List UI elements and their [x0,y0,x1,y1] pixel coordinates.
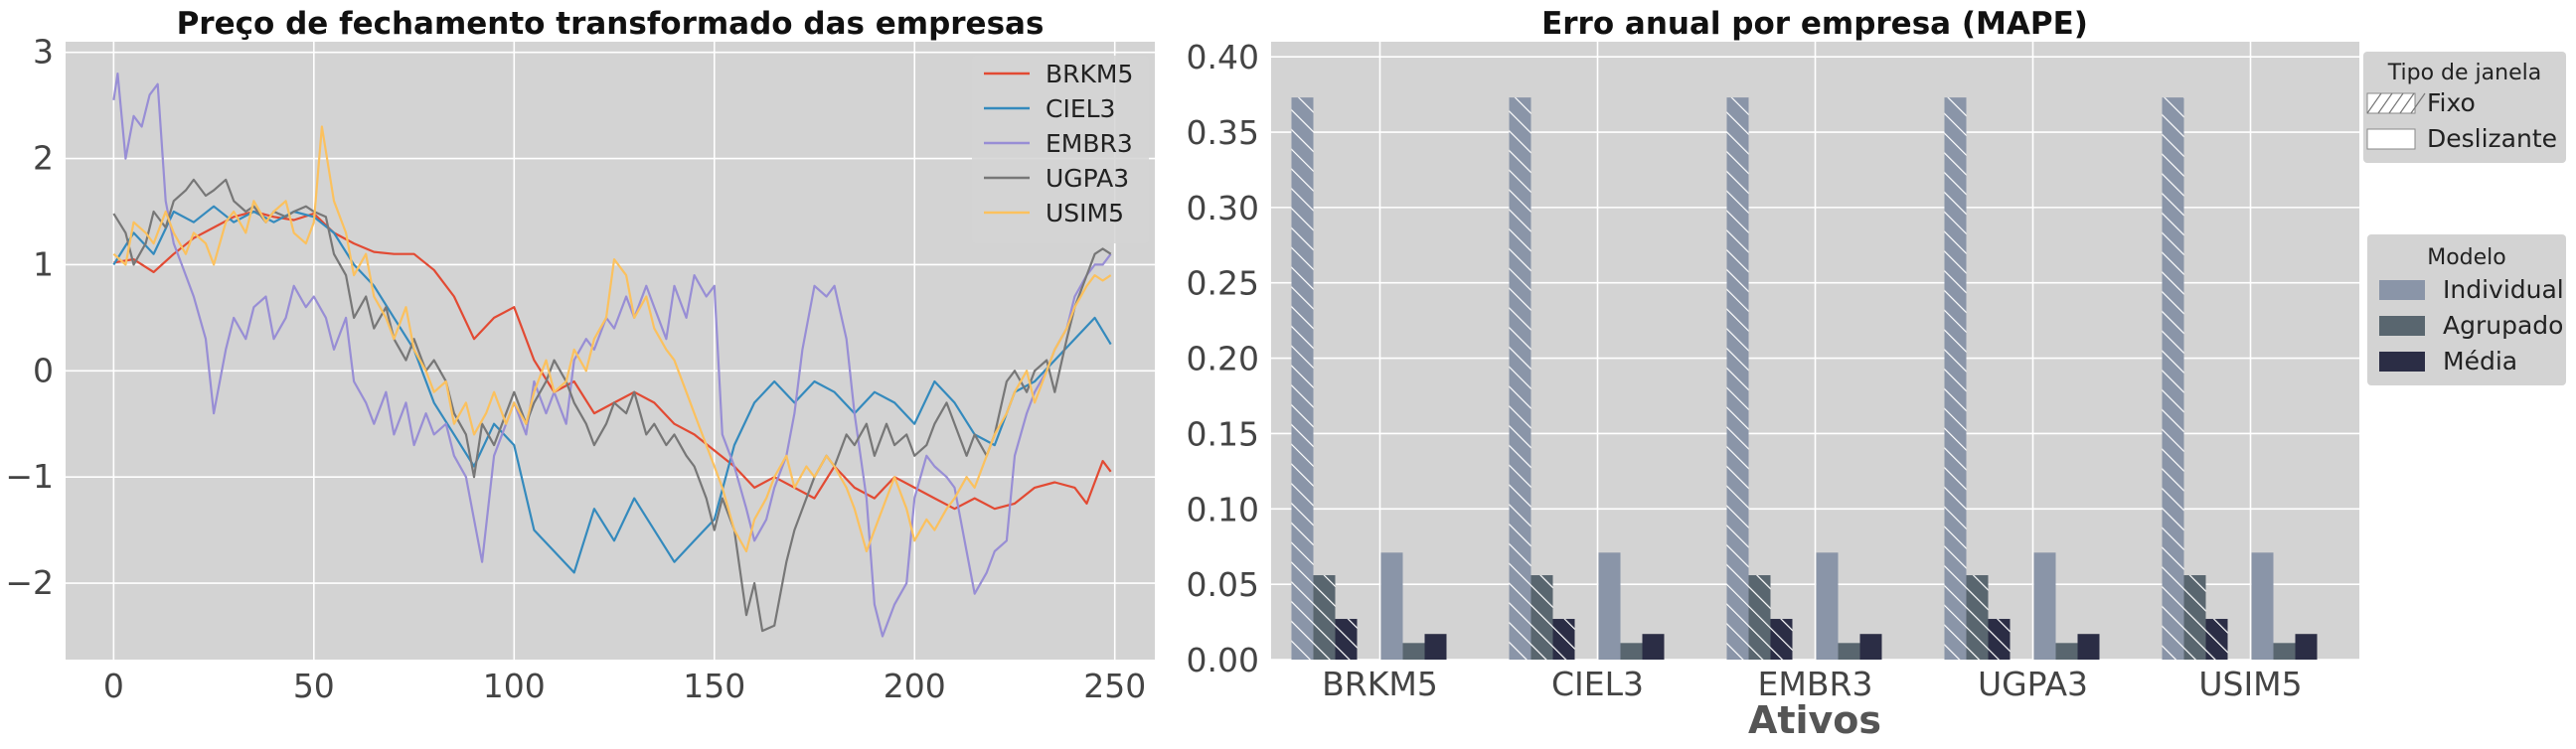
legend-model-swatch-agrupado [2379,316,2425,336]
bar-chart-x-tick-label: UGPA3 [1978,665,2088,703]
line-chart-x-tick-label: 200 [884,667,946,705]
legend-label-usim5: USIM5 [1046,199,1124,227]
bar-chart-y-tick-label: 0.20 [1187,340,1259,378]
bar-individual-fixo-embr3-hatch [1726,97,1749,660]
legend-label-embr3: EMBR3 [1046,129,1133,158]
bar-chart-y-tick-label: 0.10 [1187,490,1259,528]
line-chart-y-tick-label: 1 [33,244,54,283]
legend-hatch-stroke [2399,92,2415,114]
bar-chart-x-tick-label: BRKM5 [1322,665,1438,703]
bar-chart-y-tick-label: 0.15 [1187,414,1259,453]
line-chart-x-tick-label: 100 [483,667,546,705]
bar-chart-bars [1291,97,2318,660]
legend-label-ugpa3: UGPA3 [1046,164,1129,193]
bar-agrupado-fixo-ciel3-hatch [1530,575,1553,660]
bar-agrupado-deslizante-usim5 [2273,643,2296,660]
bar-chart-y-tick-label: 0.35 [1187,113,1259,152]
bar-chart-y-tick-label: 0.25 [1187,264,1259,303]
bar-agrupado-fixo-ugpa3-hatch [1966,575,1989,660]
bar-chart-y-tick-label: 0.05 [1187,565,1259,604]
line-chart: 0 50 100 150 200 250 −2 −1 0 1 2 3 Preço de fechame… [5,6,1155,705]
line-chart-series [112,73,1112,638]
legend-label-ciel3: CIEL3 [1046,94,1115,123]
bar-agrupado-fixo-usim5-hatch [2183,575,2206,660]
line-chart-title: Preço de fechamento transformado das emp… [177,6,1045,42]
bar-mdia-fixo-ugpa3-hatch [1988,619,2011,660]
legend-hatch-stroke [2410,92,2426,114]
bar-agrupado-deslizante-brkm5 [1402,643,1425,660]
legend-label-brkm5: BRKM5 [1046,60,1133,88]
bar-individual-fixo-ciel3-hatch [1509,97,1531,660]
bar-chart-y-tick-label: 0.40 [1187,38,1259,76]
bar-individual-fixo-usim5-hatch [2162,97,2184,660]
legend-model-label-individual: Individual [2443,275,2564,304]
legend-window-swatch-deslizante [2366,128,2416,150]
legend-window-type: Tipo de janela Fixo Deslizante [2363,52,2566,163]
bar-agrupado-deslizante-ugpa3 [2055,643,2078,660]
bar-chart-y-tick-label: 0.30 [1187,189,1259,227]
legend-model-swatch-individual [2379,280,2425,300]
line-chart-y-tick-label: −1 [5,457,54,496]
bar-mdia-deslizante-embr3 [1859,634,1882,660]
bar-mdia-fixo-usim5-hatch [2205,619,2228,660]
series-line-brkm5 [113,210,1112,511]
bar-chart: 0.00 0.05 0.10 0.15 0.20 0.25 0.30 0.35 0.40 BRKM… [1187,6,2566,742]
legend-model-title: Modelo [2427,245,2506,270]
line-chart-x-tick-label: 50 [293,667,335,705]
bar-mdia-deslizante-ugpa3 [2077,634,2100,660]
bar-chart-y-tick-label: 0.00 [1187,641,1259,679]
legend-hatch-stroke [2377,92,2393,114]
bar-individual-deslizante-usim5 [2251,552,2274,660]
bar-chart-title: Erro anual por empresa (MAPE) [1541,6,2088,42]
bar-agrupado-deslizante-embr3 [1838,643,1860,660]
bar-chart-x-tick-label: CIEL3 [1551,665,1644,703]
line-chart-x-tick-label: 250 [1083,667,1146,705]
series-line-usim5 [112,125,1112,553]
bar-chart-x-axis-label: Ativos [1748,698,1881,742]
bar-mdia-fixo-ciel3-hatch [1552,619,1575,660]
bar-individual-deslizante-ugpa3 [2033,552,2056,660]
legend-model-box [2367,234,2566,385]
series-line-ugpa3 [112,178,1112,633]
legend-hatch-stroke [2366,92,2382,114]
bar-agrupado-fixo-embr3-hatch [1748,575,1771,660]
legend-model-swatch-mdia [2379,352,2425,372]
bar-individual-deslizante-ciel3 [1598,552,1621,660]
series-line-ciel3 [112,205,1112,574]
line-chart-y-tick-label: 3 [33,33,54,72]
bar-chart-ticks: 0.00 0.05 0.10 0.15 0.20 0.25 0.30 0.35 0.40 BRKM… [1187,38,2303,703]
bar-mdia-deslizante-brkm5 [1424,634,1447,660]
bar-mdia-fixo-embr3-hatch [1770,619,1793,660]
line-chart-y-tick-label: 2 [33,139,54,178]
line-chart-y-tick-label: −2 [5,563,54,602]
legend-window-swatch-hatch [2366,92,2426,114]
legend-model-label-agrupado: Agrupado [2443,311,2563,340]
bar-mdia-deslizante-ciel3 [1642,634,1665,660]
bar-mdia-deslizante-usim5 [2295,634,2318,660]
line-chart-legend-box [972,56,1149,243]
legend-window-title: Tipo de janela [2387,61,2541,85]
legend-hatch-stroke [2388,92,2404,114]
bar-agrupado-deslizante-ciel3 [1620,643,1643,660]
line-chart-x-tick-label: 0 [103,667,124,705]
bar-chart-x-tick-label: USIM5 [2198,665,2302,703]
bar-individual-deslizante-brkm5 [1380,552,1403,660]
legend-window-label-fixo: Fixo [2427,88,2476,117]
bar-agrupado-fixo-brkm5-hatch [1313,575,1336,660]
bar-individual-fixo-ugpa3-hatch [1944,97,1967,660]
line-chart-ticks: 0 50 100 150 200 250 −2 −1 0 1 2 3 [5,33,1146,705]
bar-mdia-fixo-brkm5-hatch [1335,619,1358,660]
line-chart-y-tick-label: 0 [33,351,54,389]
line-chart-legend: BRKM5 CIEL3 EMBR3 UGPA3 USIM5 [972,56,1149,243]
legend-model-label-mdia: Média [2443,347,2517,375]
bar-chart-x-tick-label: EMBR3 [1758,665,1873,703]
bar-individual-fixo-brkm5-hatch [1291,97,1314,660]
bar-individual-deslizante-embr3 [1816,552,1839,660]
line-chart-x-tick-label: 150 [683,667,745,705]
legend-window-label-deslizante: Deslizante [2427,124,2557,153]
legend-model: Modelo Individual Agrupado Média [2367,234,2566,385]
